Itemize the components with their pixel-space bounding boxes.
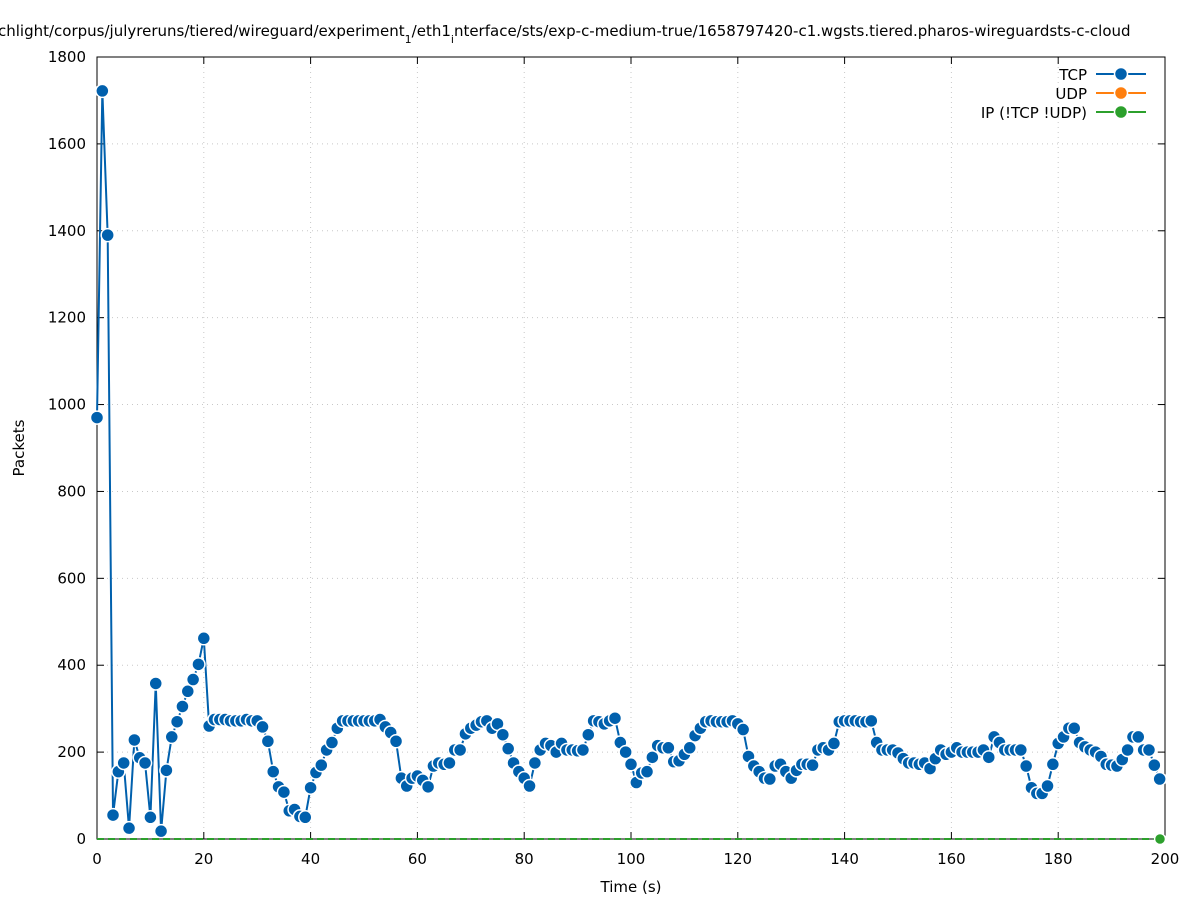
legend-entry-tcp: TCP (1058, 66, 1146, 84)
tcp-point (164, 729, 180, 745)
tcp-point (1152, 771, 1167, 787)
tcp-point (324, 735, 340, 750)
legend-label-ip: IP (!TCP !UDP) (981, 104, 1087, 122)
legend: TCP UDP IP (!TCP !UDP) (981, 66, 1146, 122)
tcp-point (495, 727, 511, 742)
tcp-point (1141, 742, 1157, 758)
tcp-point (1045, 757, 1061, 772)
chart-title: chlight/corpus/julyreruns/tiered/wiregua… (0, 22, 1131, 46)
x-tick-label: 180 (1044, 850, 1073, 868)
x-tick-label: 0 (92, 850, 102, 868)
x-tick-label: 60 (408, 850, 427, 868)
tcp-point (1147, 757, 1162, 773)
tcp-point (1018, 758, 1034, 774)
y-tick-label: 1000 (48, 396, 86, 414)
x-tick-label: 160 (937, 850, 966, 868)
tcp-point (618, 744, 633, 760)
y-tick-label: 1400 (48, 222, 86, 240)
tcp-point (148, 676, 163, 691)
tcp-point (1120, 742, 1135, 758)
legend-label-tcp: TCP (1058, 66, 1087, 84)
tcp-point (159, 763, 174, 778)
y-tick-label: 200 (57, 743, 86, 761)
y-tick-label: 600 (57, 569, 86, 587)
tcp-point (452, 742, 468, 758)
tcp-point (298, 810, 313, 825)
tcp-point (661, 740, 676, 756)
y-tick-label: 1600 (48, 135, 86, 153)
x-tick-label: 140 (830, 850, 859, 868)
tcp-point (127, 732, 142, 748)
legend-marker-udp (1113, 85, 1129, 101)
x-tick-label: 200 (1151, 850, 1180, 868)
tcp-point (1066, 720, 1082, 736)
tcp-point (735, 722, 751, 737)
x-tick-label: 120 (723, 850, 752, 868)
tcp-point (864, 713, 879, 729)
tcp-point (89, 410, 105, 425)
y-tick-label: 800 (57, 482, 86, 500)
tcp-point (527, 755, 543, 771)
tcp-point (420, 779, 436, 795)
y-axis-title: Packets (10, 419, 28, 476)
tcp-point (169, 714, 185, 729)
tcp-point (121, 820, 137, 836)
series-marker-ip (1153, 832, 1167, 846)
tcp-point (303, 780, 318, 795)
tcp-point (196, 631, 212, 646)
y-tick-label: 1800 (48, 48, 86, 66)
tcp-point (623, 757, 639, 772)
tcp-point (639, 764, 655, 779)
tcp-point (581, 727, 596, 742)
legend-entry-udp: UDP (1055, 85, 1146, 103)
tcp-point (1131, 729, 1146, 745)
tcp-point (260, 734, 276, 749)
tcp-point (522, 778, 537, 794)
tcp-point (143, 810, 158, 825)
x-tick-label: 80 (515, 850, 534, 868)
tcp-point (575, 742, 591, 758)
legend-label-udp: UDP (1055, 85, 1087, 103)
tcp-point (105, 807, 121, 823)
tcp-point (500, 741, 516, 756)
tcp-point (153, 823, 169, 839)
tcp-point (255, 719, 270, 735)
tcp-point (1013, 742, 1029, 758)
x-axis: 0 20 40 60 80 100 120 140 160 180 200 (92, 57, 1179, 868)
tcp-point (645, 750, 660, 765)
tcp-point (100, 227, 115, 243)
tcp-point (265, 764, 281, 779)
tcp-point (805, 757, 820, 773)
tcp-point (1040, 778, 1055, 794)
tcp-point (682, 740, 697, 756)
tcp-point (180, 684, 196, 699)
series-group (89, 83, 1167, 846)
legend-marker-ip (1113, 104, 1129, 120)
tcp-point (826, 736, 842, 751)
tcp-point (388, 734, 404, 749)
tcp-point (185, 672, 201, 687)
tcp-point (762, 771, 778, 787)
legend-marker-tcp (1113, 66, 1129, 82)
y-tick-label: 400 (57, 656, 86, 674)
tcp-point (607, 710, 623, 726)
tcp-point (137, 755, 153, 771)
tcp-point (175, 699, 190, 714)
x-tick-label: 20 (194, 850, 213, 868)
tcp-point (95, 83, 110, 99)
x-axis-title: Time (s) (600, 878, 662, 896)
x-tick-label: 100 (617, 850, 646, 868)
y-axis: 0 200 400 600 800 1000 1200 1400 1600 1800 (48, 48, 1165, 848)
tcp-point (442, 755, 457, 771)
y-tick-label: 0 (76, 830, 86, 848)
tcp-point (314, 757, 329, 773)
tcp-point (191, 657, 206, 672)
tcp-point (116, 755, 131, 771)
tcp-point (276, 784, 292, 800)
legend-entry-ip: IP (!TCP !UDP) (981, 104, 1146, 122)
y-tick-label: 1200 (48, 309, 86, 327)
tcp-point (981, 750, 997, 765)
x-tick-label: 40 (301, 850, 320, 868)
